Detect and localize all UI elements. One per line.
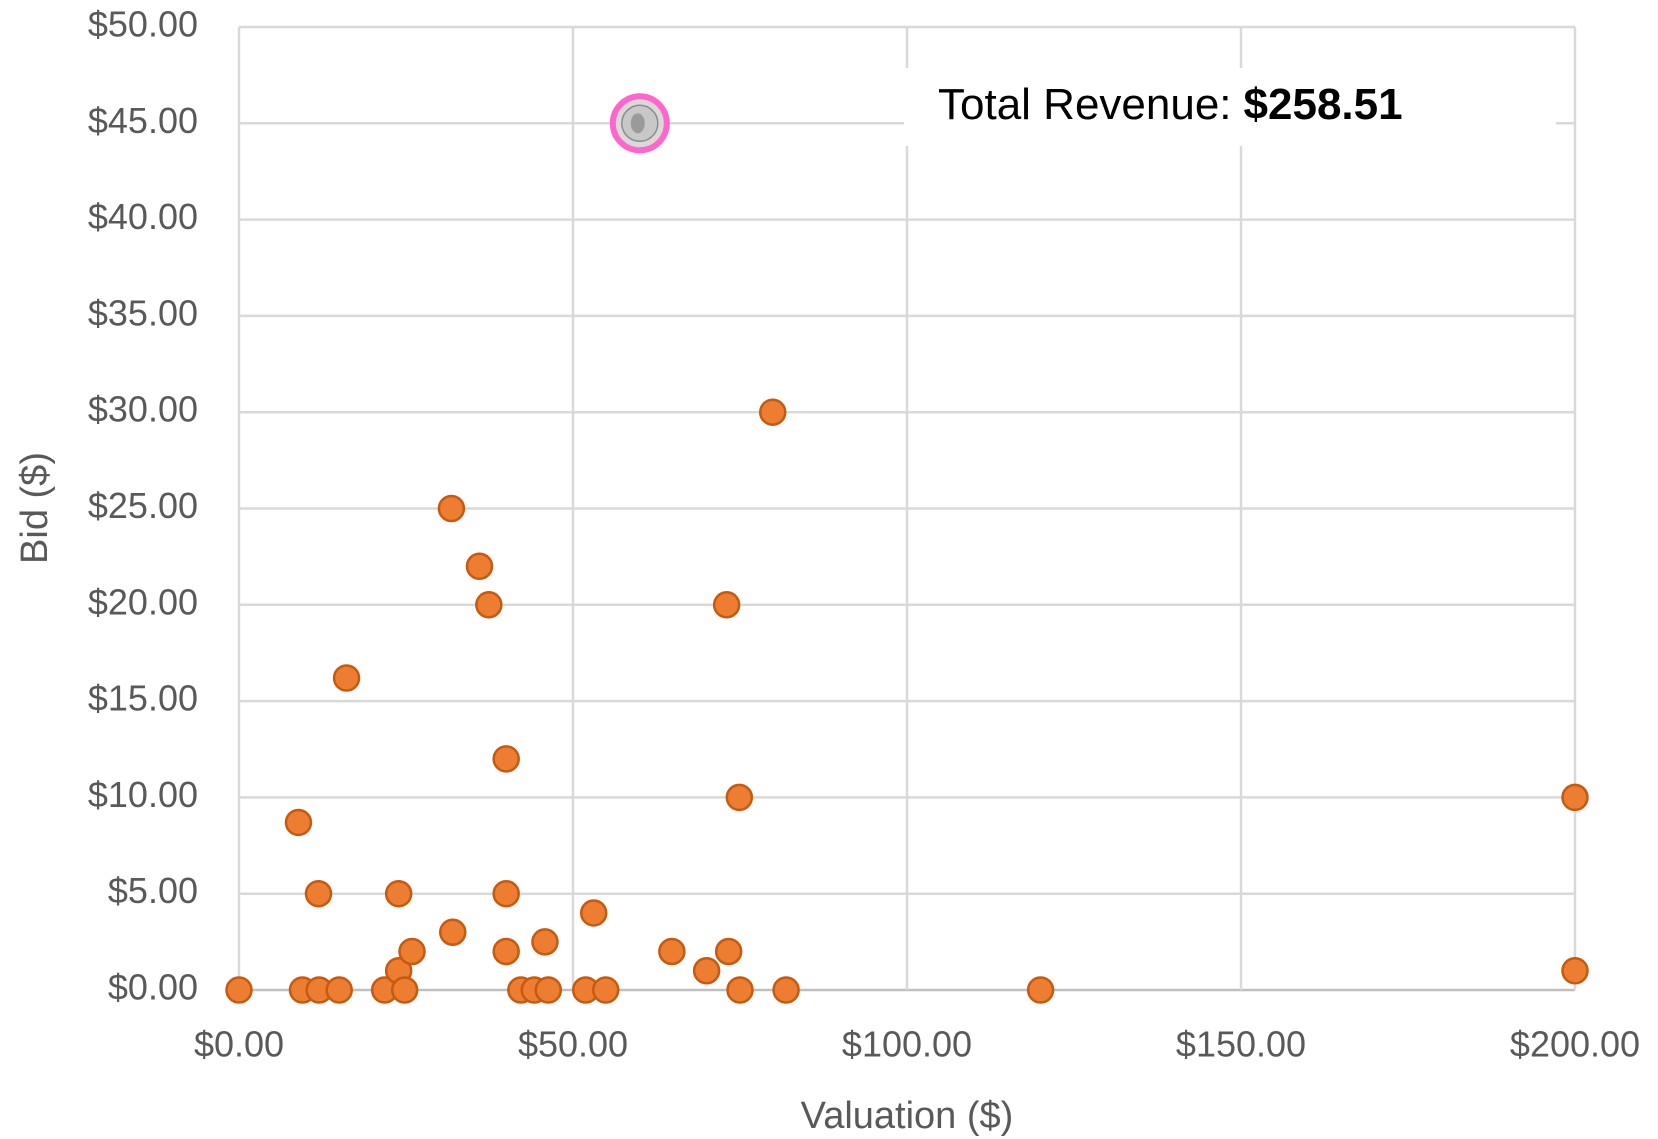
x-tick-label: $50.00 bbox=[518, 1024, 628, 1065]
point bbox=[1563, 785, 1588, 810]
y-tick-label: $35.00 bbox=[88, 292, 198, 333]
y-axis-title: Bid ($) bbox=[14, 452, 56, 564]
annotation: Total Revenue:$258.51 bbox=[938, 80, 1403, 129]
point bbox=[536, 978, 561, 1003]
point bbox=[494, 939, 519, 964]
point bbox=[714, 592, 739, 617]
point bbox=[227, 978, 252, 1003]
y-tick-label: $25.00 bbox=[88, 485, 198, 526]
y-tick-label: $40.00 bbox=[88, 196, 198, 237]
point bbox=[440, 920, 465, 945]
y-tick-label: $20.00 bbox=[88, 581, 198, 622]
y-tick-label: $5.00 bbox=[108, 870, 198, 911]
point bbox=[1563, 958, 1588, 983]
y-tick-label: $50.00 bbox=[88, 4, 198, 45]
x-tick-label: $200.00 bbox=[1510, 1024, 1640, 1065]
point bbox=[694, 958, 719, 983]
point bbox=[386, 881, 411, 906]
chart: Bid ($) Valuation ($) $0.00 $5.00 $10.00 $1… bbox=[0, 0, 1658, 1139]
point bbox=[494, 746, 519, 771]
point bbox=[727, 785, 752, 810]
point bbox=[286, 810, 311, 835]
point bbox=[532, 929, 557, 954]
point bbox=[334, 665, 359, 690]
y-tick-label: $10.00 bbox=[88, 774, 198, 815]
point bbox=[327, 978, 352, 1003]
point bbox=[774, 978, 799, 1003]
point bbox=[659, 939, 684, 964]
point bbox=[306, 881, 331, 906]
point bbox=[439, 496, 464, 521]
x-tick-label: $0.00 bbox=[194, 1024, 284, 1065]
y-tick-label: $30.00 bbox=[88, 389, 198, 430]
point bbox=[467, 554, 492, 579]
x-tick-label: $150.00 bbox=[1176, 1024, 1306, 1065]
annotation-text: Total Revenue: bbox=[938, 80, 1232, 129]
point bbox=[728, 978, 753, 1003]
point bbox=[400, 939, 425, 964]
point bbox=[494, 881, 519, 906]
x-tick-label: $100.00 bbox=[842, 1024, 972, 1065]
annotation-value: $258.51 bbox=[1244, 80, 1403, 129]
y-tick-label: $15.00 bbox=[88, 678, 198, 719]
point bbox=[593, 978, 618, 1003]
page: Bid ($) Valuation ($) $0.00 $5.00 $10.00 $1… bbox=[0, 0, 1658, 1139]
point bbox=[476, 592, 501, 617]
point bbox=[716, 939, 741, 964]
point bbox=[760, 400, 785, 425]
y-tick-label: $45.00 bbox=[88, 100, 198, 141]
x-axis-title: Valuation ($) bbox=[801, 1095, 1014, 1137]
point bbox=[392, 978, 417, 1003]
point bbox=[581, 900, 606, 925]
point bbox=[1028, 978, 1053, 1003]
coin-portrait bbox=[631, 113, 645, 133]
y-tick-label: $0.00 bbox=[108, 967, 198, 1008]
